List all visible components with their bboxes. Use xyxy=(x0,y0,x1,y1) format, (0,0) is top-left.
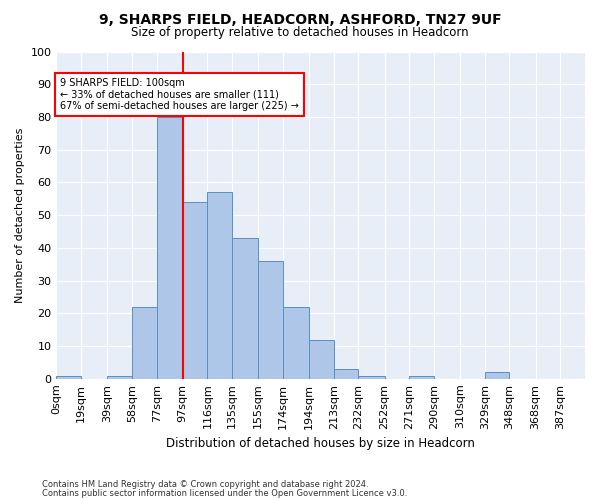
Bar xyxy=(208,192,232,379)
Bar xyxy=(157,117,183,379)
Bar xyxy=(334,369,358,379)
Text: Contains HM Land Registry data © Crown copyright and database right 2024.: Contains HM Land Registry data © Crown c… xyxy=(42,480,368,489)
Bar xyxy=(56,376,81,379)
Bar xyxy=(258,261,283,379)
Bar xyxy=(309,340,334,379)
Bar xyxy=(409,376,434,379)
Bar xyxy=(358,376,385,379)
Bar xyxy=(183,202,208,379)
X-axis label: Distribution of detached houses by size in Headcorn: Distribution of detached houses by size … xyxy=(166,437,475,450)
Y-axis label: Number of detached properties: Number of detached properties xyxy=(15,128,25,303)
Text: 9 SHARPS FIELD: 100sqm
← 33% of detached houses are smaller (111)
67% of semi-de: 9 SHARPS FIELD: 100sqm ← 33% of detached… xyxy=(61,78,299,111)
Bar xyxy=(132,307,157,379)
Text: Contains public sector information licensed under the Open Government Licence v3: Contains public sector information licen… xyxy=(42,489,407,498)
Text: Size of property relative to detached houses in Headcorn: Size of property relative to detached ho… xyxy=(131,26,469,39)
Bar xyxy=(232,238,258,379)
Bar xyxy=(107,376,132,379)
Bar xyxy=(485,372,509,379)
Bar xyxy=(283,307,309,379)
Text: 9, SHARPS FIELD, HEADCORN, ASHFORD, TN27 9UF: 9, SHARPS FIELD, HEADCORN, ASHFORD, TN27… xyxy=(98,12,502,26)
